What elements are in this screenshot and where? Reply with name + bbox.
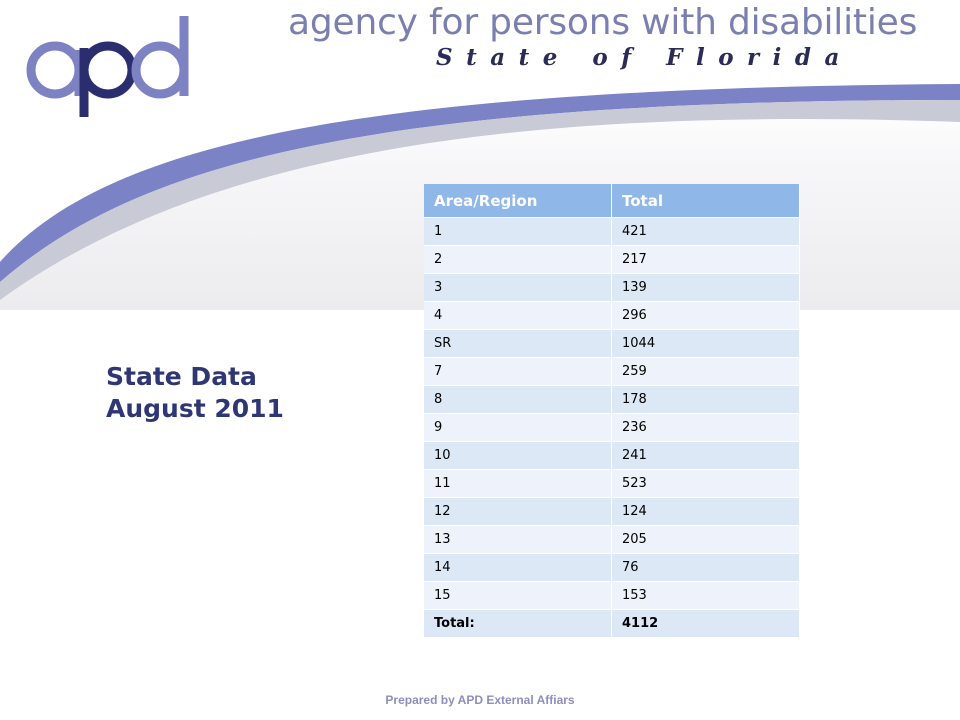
cell-total: 421	[611, 217, 800, 246]
cell-area-region: 12	[424, 497, 612, 526]
cell-area-region: 4	[424, 301, 612, 330]
table-row: 7 259	[424, 357, 800, 386]
cell-total: 236	[611, 413, 800, 442]
cell-area-region: 7	[424, 357, 612, 386]
cell-area-region: 9	[424, 413, 612, 442]
cell-total: 523	[611, 469, 800, 498]
table-row: 3 139	[424, 273, 800, 302]
cell-total: 153	[611, 581, 800, 610]
table-row: 4 296	[424, 301, 800, 330]
cell-total: 205	[611, 525, 800, 554]
slide-title-line-2: August 2011	[106, 394, 284, 423]
slide-title: State Data August 2011	[106, 361, 284, 425]
cell-total: 217	[611, 245, 800, 274]
table-header-row: Area/Region Total	[424, 184, 800, 218]
table-row: 11 523	[424, 469, 800, 498]
cell-total: 296	[611, 301, 800, 330]
table-row: 14 76	[424, 553, 800, 582]
apd-logo: apd	[26, 16, 189, 117]
table-row: 2 217	[424, 245, 800, 274]
total-label: Total:	[424, 609, 612, 637]
slide-title-line-1: State Data	[106, 362, 257, 391]
table-row: 1 421	[424, 217, 800, 246]
column-header-area-region: Area/Region	[424, 184, 612, 218]
cell-area-region: 2	[424, 245, 612, 274]
table-row: 10 241	[424, 441, 800, 470]
footer-credit: Prepared by APD External Affiars	[385, 693, 575, 707]
cell-area-region: 13	[424, 525, 612, 554]
cell-total: 76	[611, 553, 800, 582]
cell-area-region: 1	[424, 217, 612, 246]
cell-total: 241	[611, 441, 800, 470]
region-totals-table: Area/Region Total 1 421 2 217 3 139 4 296 SR 1044…	[424, 184, 800, 637]
cell-area-region: 8	[424, 385, 612, 414]
cell-total: 1044	[611, 329, 800, 358]
table-row: SR 1044	[424, 329, 800, 358]
table-row: 8 178	[424, 385, 800, 414]
agency-name: agency for persons with disabilities	[288, 2, 918, 43]
cell-total: 178	[611, 385, 800, 414]
cell-area-region: 11	[424, 469, 612, 498]
cell-total: 139	[611, 273, 800, 302]
cell-total: 259	[611, 357, 800, 386]
table-row: 13 205	[424, 525, 800, 554]
table-row: 9 236	[424, 413, 800, 442]
table-body: 1 421 2 217 3 139 4 296 SR 1044 7 259 8 178 9 236 10 241 1…	[424, 217, 800, 637]
state-of-florida-subtitle: State of Florida	[436, 44, 853, 71]
cell-area-region: 3	[424, 273, 612, 302]
cell-area-region: 14	[424, 553, 612, 582]
table-row: 15 153	[424, 581, 800, 610]
cell-area-region: SR	[424, 329, 612, 358]
cell-total: 124	[611, 497, 800, 526]
total-value: 4112	[611, 609, 800, 637]
table-row: 12 124	[424, 497, 800, 526]
column-header-total: Total	[611, 184, 800, 218]
cell-area-region: 10	[424, 441, 612, 470]
cell-area-region: 15	[424, 581, 612, 610]
table-total-row: Total: 4112	[424, 609, 800, 637]
